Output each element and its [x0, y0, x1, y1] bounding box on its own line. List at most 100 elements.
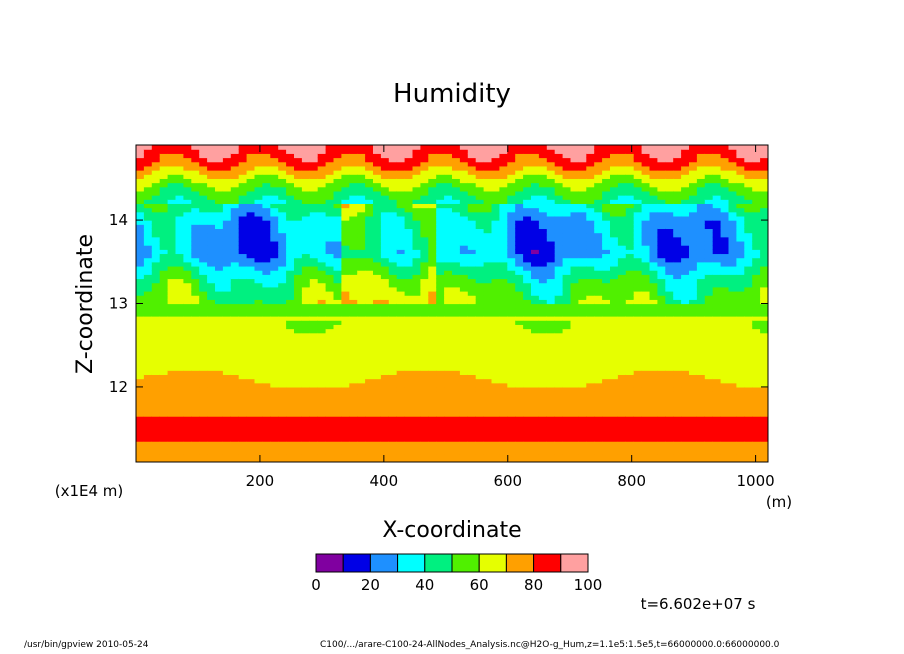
heatmap-cell	[436, 432, 445, 438]
heatmap-cell	[562, 453, 572, 459]
heatmap-cell	[452, 416, 461, 421]
heatmap-cell	[459, 203, 469, 209]
heatmap-cell	[286, 211, 295, 217]
heatmap-cell	[222, 253, 232, 259]
heatmap-cell	[238, 232, 248, 238]
heatmap-cell	[373, 428, 382, 434]
heatmap-cell	[594, 249, 603, 255]
heatmap-cell	[333, 395, 342, 401]
heatmap-cell	[523, 445, 532, 451]
heatmap-cell	[594, 399, 603, 405]
heatmap-cell	[602, 199, 611, 204]
heatmap-cell	[570, 332, 579, 338]
heatmap-cell	[633, 232, 643, 238]
heatmap-cell	[467, 290, 477, 296]
heatmap-cell	[333, 157, 342, 163]
heatmap-cell	[365, 153, 374, 159]
heatmap-cell	[309, 203, 319, 209]
heatmap-cell	[538, 299, 548, 305]
heatmap-cell	[531, 353, 540, 359]
heatmap-cell	[586, 153, 595, 159]
heatmap-cell	[151, 211, 161, 217]
heatmap-cell	[294, 265, 303, 271]
heatmap-cell	[602, 457, 611, 462]
heatmap-cell	[349, 361, 358, 367]
heatmap-cell	[412, 324, 421, 330]
heatmap-cell	[317, 190, 327, 196]
heatmap-cell	[649, 449, 658, 455]
heatmap-cell	[254, 207, 263, 213]
heatmap-cell	[357, 161, 366, 167]
heatmap-cell	[452, 311, 461, 317]
heatmap-cell	[341, 411, 350, 417]
heatmap-cell	[499, 165, 508, 171]
heatmap-cell	[586, 441, 595, 446]
heatmap-cell	[412, 203, 421, 209]
heatmap-cell	[215, 220, 224, 225]
heatmap-cell	[207, 145, 216, 150]
heatmap-cell	[341, 416, 350, 421]
heatmap-cell	[467, 328, 477, 334]
heatmap-cell	[175, 299, 184, 305]
heatmap-cell	[649, 457, 658, 462]
heatmap-cell	[333, 232, 342, 238]
heatmap-cell	[230, 411, 240, 417]
heatmap-cell	[531, 374, 540, 380]
heatmap-cell	[531, 295, 540, 300]
heatmap-cell	[270, 253, 279, 259]
heatmap-cell	[633, 203, 643, 209]
heatmap-cell	[183, 170, 192, 175]
heatmap-cell	[151, 382, 161, 388]
heatmap-cell	[594, 190, 603, 196]
heatmap-cell	[444, 153, 453, 159]
heatmap-cell	[617, 361, 627, 367]
heatmap-cell	[649, 290, 658, 296]
heatmap-cell	[238, 199, 248, 204]
heatmap-cell	[531, 424, 540, 430]
heatmap-cell	[507, 186, 516, 192]
heatmap-cell	[483, 236, 493, 242]
heatmap-cell	[388, 332, 398, 338]
heatmap-cell	[428, 403, 437, 409]
heatmap-cell	[199, 353, 208, 359]
heatmap-cell	[191, 145, 200, 150]
heatmap-cell	[388, 157, 398, 163]
heatmap-cell	[151, 282, 161, 288]
heatmap-cell	[570, 149, 579, 154]
heatmap-cell	[625, 395, 635, 401]
heatmap-cell	[175, 424, 184, 430]
heatmap-cell	[617, 366, 627, 371]
heatmap-cell	[404, 341, 414, 346]
heatmap-cell	[199, 186, 208, 192]
heatmap-cell	[373, 270, 382, 275]
heatmap-cell	[562, 257, 572, 263]
heatmap-cell	[222, 299, 232, 305]
heatmap-cell	[191, 361, 200, 367]
heatmap-cell	[483, 199, 493, 204]
heatmap-cell	[562, 199, 572, 204]
heatmap-cell	[404, 345, 414, 350]
heatmap-cell	[365, 182, 374, 188]
heatmap-cell	[246, 324, 256, 330]
heatmap-cell	[523, 195, 532, 200]
heatmap-cell	[207, 157, 216, 163]
heatmap-cell	[357, 445, 366, 451]
heatmap-cell	[207, 203, 216, 209]
heatmap-cell	[278, 265, 287, 271]
heatmap-cell	[262, 424, 271, 430]
heatmap-cell	[523, 386, 532, 392]
heatmap-cell	[515, 336, 524, 342]
heatmap-cell	[159, 165, 169, 171]
heatmap-cell	[254, 407, 263, 413]
heatmap-cell	[388, 391, 398, 396]
heatmap-cell	[610, 195, 619, 200]
heatmap-cell	[554, 149, 564, 154]
heatmap-cell	[183, 286, 192, 292]
heatmap-cell	[167, 178, 177, 184]
heatmap-cell	[207, 345, 216, 350]
heatmap-cell	[436, 290, 445, 296]
heatmap-cell	[531, 378, 540, 384]
heatmap-cell	[491, 378, 500, 384]
heatmap-cell	[428, 253, 437, 259]
heatmap-cell	[317, 286, 327, 292]
